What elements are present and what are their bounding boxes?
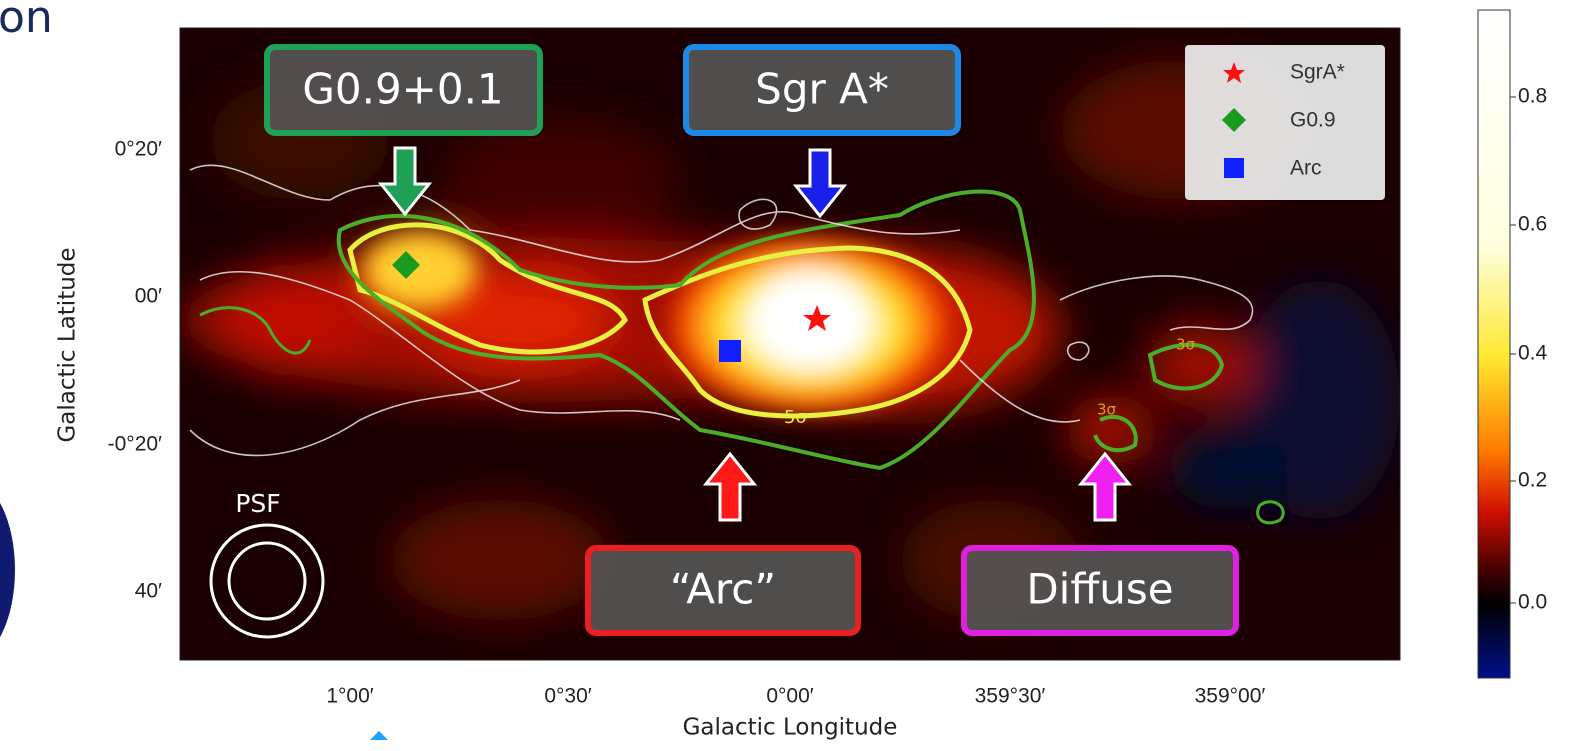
- legend-label: G0.9: [1290, 109, 1336, 132]
- page: {"slide": {"title_fragment": "on"}, "fig…: [0, 0, 1578, 751]
- slide-title-fragment: on: [0, 0, 53, 43]
- legend-marker: [1224, 158, 1244, 178]
- legend-box: [1185, 45, 1385, 200]
- colorbar-tick-label: 0.2: [1518, 469, 1547, 492]
- y-axis-label: Galactic Latitude: [55, 247, 81, 442]
- slide-decoration: [370, 731, 388, 740]
- y-tick-label: -0°20′: [108, 433, 162, 456]
- x-axis-label: Galactic Longitude: [683, 715, 898, 741]
- x-tick-label: 359°00′: [1195, 685, 1266, 708]
- callout-label: “Arc”: [670, 565, 776, 614]
- callout-label: G0.9+0.1: [302, 65, 503, 114]
- contour-label: 5σ: [784, 407, 807, 428]
- x-tick-label: 1°00′: [326, 685, 373, 708]
- contour-label: 3σ: [1097, 401, 1117, 419]
- y-tick-label: 40′: [135, 580, 162, 603]
- x-tick-label: 0°00′: [766, 685, 813, 708]
- x-tick-label: 0°30′: [544, 685, 591, 708]
- psf-label: PSF: [235, 489, 280, 518]
- y-tick-label: 00′: [135, 285, 162, 308]
- colorbar-tick-label: 0.6: [1518, 213, 1547, 236]
- x-tick-label: 359°30′: [975, 685, 1046, 708]
- legend-label: Arc: [1290, 157, 1322, 180]
- contour-label: 3σ: [1176, 336, 1196, 354]
- arc-marker: [719, 340, 741, 362]
- callout-label: Diffuse: [1026, 565, 1173, 614]
- colorbar-ticks: [1510, 97, 1516, 603]
- slide-decoration: [0, 480, 15, 660]
- colorbar-tick-label: 0.4: [1518, 342, 1548, 365]
- colorbar-tick-label: 0.8: [1518, 85, 1547, 108]
- figure: on: [0, 0, 1578, 751]
- callout-label: Sgr A*: [755, 65, 889, 114]
- colorbar-tick-label: 0.0: [1518, 591, 1547, 614]
- legend-label: SgrA*: [1290, 61, 1345, 84]
- y-tick-label: 0°20′: [115, 138, 162, 161]
- colorbar: [1478, 10, 1510, 678]
